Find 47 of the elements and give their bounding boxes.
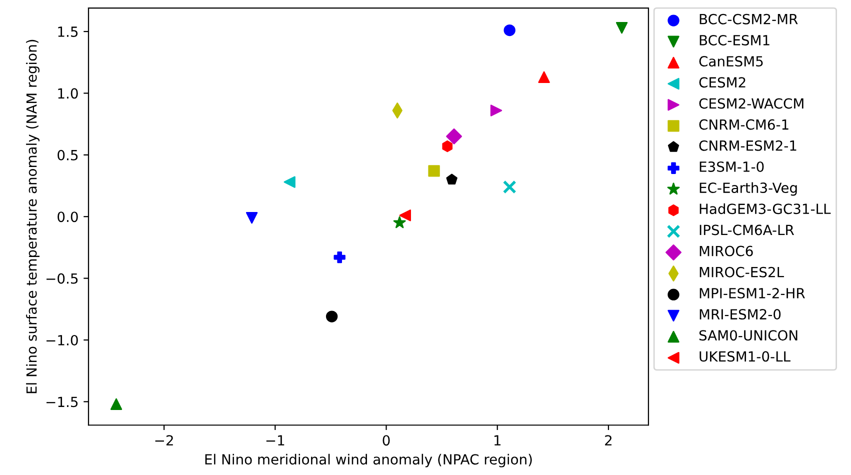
legend-label: CNRM-CM6-1 [699,119,788,130]
y-tick-label: −0.5 [46,273,78,284]
y-tick-label: −1.5 [46,396,78,408]
y-tick-label: −1.0 [46,334,78,346]
point [446,128,462,144]
point [502,180,516,194]
legend-label: CNRM-ESM2-1 [699,140,796,151]
point [538,71,550,84]
point [326,310,338,322]
legend-label: BCC-CSM2-MR [700,14,798,24]
point [616,22,628,34]
y-tick-label: 1.5 [58,26,78,37]
point [504,24,516,36]
legend-label: CESM2-WACCM [699,98,804,109]
legend-label: UKESM1-0-LL [700,351,790,362]
legend-label: MPI-ESM1-2-HR [700,288,805,298]
legend-label: CESM2 [699,77,746,88]
x-tick-label: 1 [494,435,500,446]
legend-label: CanESM5 [699,56,763,67]
legend-label: SAM0-UNICON [699,330,798,341]
y-tick-label: 0.5 [58,150,78,160]
point [399,210,411,222]
point [428,165,440,177]
legend-label: MRI-ESM2-0 [700,309,781,320]
y-tick-label: 0.0 [58,212,78,222]
x-tick-label: 0 [382,435,390,446]
point [246,212,258,224]
point [284,176,296,188]
x-tick-label: −1 [266,435,284,446]
y-tick-label: 1.0 [58,88,78,99]
point [110,398,122,410]
legend-label: MIROC-ES2L [700,266,784,278]
legend-label: IPSL-CM6A-LR [700,224,794,236]
legend-label: EC-Earth3-Veg [700,182,797,196]
legend-label: HadGEM3-GC31-LL [700,203,831,214]
point [490,104,502,116]
point [393,216,406,228]
x-axis-title: El Nino meridional wind anomaly (NPAC region) [205,454,532,468]
legend-label: E3SM-1-0 [700,161,764,172]
legend-label: BCC-ESM1 [700,34,770,46]
legend-label: MIROC6 [700,246,753,256]
point [446,174,458,184]
point [442,140,453,152]
x-tick-label: −2 [155,435,173,446]
x-tick-label: 2 [605,435,612,446]
y-axis-title: El Nino surface temperature anomaly (NAM region) [26,40,40,394]
point [334,251,346,264]
